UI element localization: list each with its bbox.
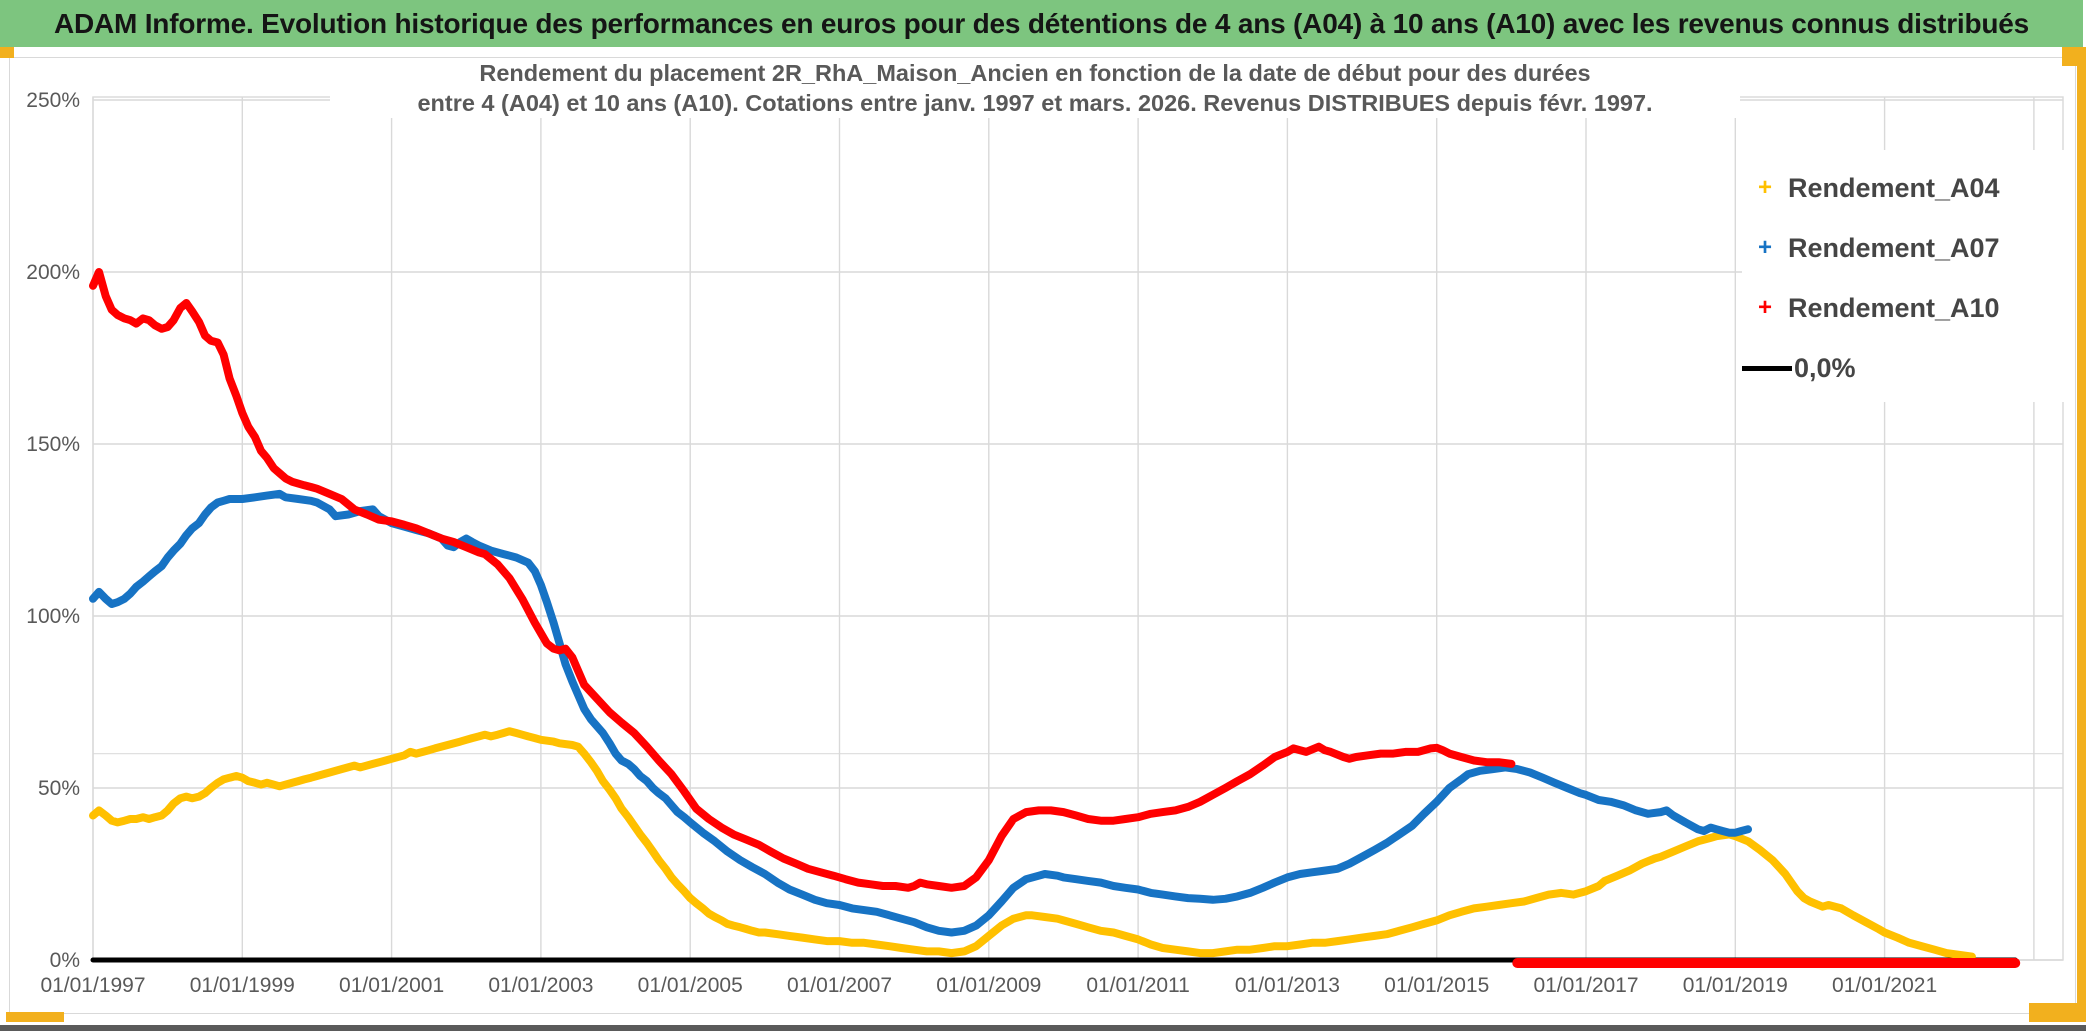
- gold-accent-bottom-left: [6, 1012, 64, 1022]
- chart-frame-top: [0, 57, 2077, 58]
- x-axis-label: 01/01/2005: [638, 974, 743, 997]
- window-bottom-edge: [0, 1025, 2086, 1031]
- legend-item: + Rendement_A04: [1742, 158, 2064, 218]
- x-axis-label: 01/01/2009: [936, 974, 1041, 997]
- gold-accent-bottom-right: [2029, 1003, 2086, 1022]
- x-axis-label: 01/01/2007: [787, 974, 892, 997]
- legend-item-label: Rendement_A07: [1788, 232, 2000, 263]
- plus-marker-icon: +: [1757, 234, 1772, 261]
- chart-frame-bottom: [9, 1013, 2077, 1014]
- legend-item-label: Rendement_A04: [1788, 172, 2000, 203]
- legend-item: + Rendement_A10: [1742, 278, 2064, 338]
- x-axis-label: 01/01/2017: [1533, 974, 1638, 997]
- chart-title: Rendement du placement 2R_RhA_Maison_Anc…: [330, 58, 1740, 118]
- chart-title-line1: Rendement du placement 2R_RhA_Maison_Anc…: [479, 60, 1591, 86]
- legend: + Rendement_A04 + Rendement_A07 + Rendement_A…: [1742, 150, 2064, 402]
- legend-item-label: 0,0%: [1794, 352, 1856, 383]
- axis-labels: 0% 50% 100% 150% 200% 250% 01/01/1997 01/01/199…: [26, 89, 1937, 997]
- series-lines: [89, 268, 2021, 968]
- legend-item: + Rendement_A07: [1742, 218, 2064, 278]
- x-axis-label: 01/01/2001: [339, 974, 444, 997]
- y-axis-label: 50%: [38, 777, 80, 800]
- x-axis-label: 01/01/2003: [488, 974, 593, 997]
- series-rendement-a04: [89, 727, 1976, 961]
- series-rendement-a10: [89, 268, 1516, 892]
- chart-title-line2: entre 4 (A04) et 10 ans (A10). Cotations…: [417, 90, 1653, 116]
- x-axis-label: 01/01/2015: [1384, 974, 1489, 997]
- x-axis-label: 01/01/2019: [1683, 974, 1788, 997]
- legend-item: 0,0%: [1742, 338, 2064, 398]
- x-axis-label: 01/01/1999: [190, 974, 295, 997]
- chart-frame-left: [9, 57, 10, 1013]
- banner: ADAM Informe. Evolution historique des p…: [0, 0, 2083, 47]
- series-rendement-a07: [89, 489, 1752, 937]
- legend-item-label: Rendement_A10: [1788, 292, 2000, 323]
- gold-accent-right-strip: [2077, 47, 2086, 1013]
- x-axis-label: 01/01/2011: [1086, 974, 1190, 997]
- x-axis-label: 01/01/2021: [1832, 974, 1937, 997]
- x-axis-label: 01/01/2013: [1235, 974, 1340, 997]
- banner-title: ADAM Informe. Evolution historique des p…: [53, 7, 2030, 39]
- plus-marker-icon: +: [1757, 294, 1772, 321]
- y-axis-label: 200%: [26, 261, 80, 284]
- gold-accent-top-left: [0, 47, 14, 58]
- chart-frame-right: [2075, 57, 2076, 1013]
- y-axis-label: 150%: [26, 433, 80, 456]
- y-axis-label: 100%: [26, 605, 80, 628]
- y-axis-label: 0%: [50, 949, 80, 972]
- plus-marker-icon: +: [1757, 174, 1772, 201]
- line-marker-icon: [1742, 365, 1792, 371]
- y-axis-label: 250%: [26, 89, 80, 112]
- x-axis-label: 01/01/1997: [40, 974, 145, 997]
